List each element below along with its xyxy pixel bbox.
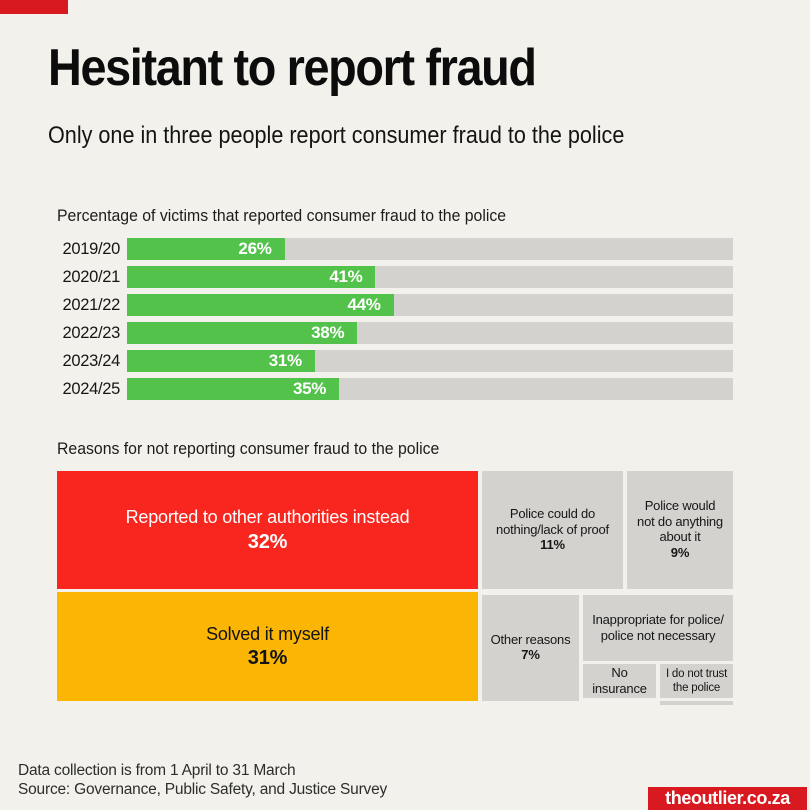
cell-label: Other reasons [490, 631, 571, 647]
bar-row-2022-23: 2022/23 38% [57, 322, 733, 344]
bar-fill: 41% [127, 266, 376, 288]
cell-label: Solved it myself [206, 623, 329, 644]
brand-corner-bar [0, 0, 68, 14]
bar-row-2020-21: 2020/21 41% [57, 266, 733, 288]
brand-badge: theoutlier.co.za [648, 787, 807, 810]
treemap: Reported to other authorities instead 32… [57, 471, 733, 705]
footer-note-collection: Data collection is from 1 April to 31 Ma… [18, 762, 296, 779]
cell-value: 32% [247, 530, 288, 553]
cell-label: Police would not do anything about it [637, 497, 723, 545]
treemap-cell-no-insurance: No insurance [583, 664, 656, 698]
treemap-cell-do-not-trust-police: I do not trust the police [660, 664, 733, 698]
footer-notes: Data collection is from 1 April to 31 Ma… [18, 761, 387, 799]
cell-value: 7% [521, 647, 540, 663]
bar-year-label: 2019/20 [62, 240, 120, 258]
bar-year-label: 2020/21 [62, 268, 120, 286]
bar-value-label: 35% [292, 379, 327, 398]
cell-value: 11% [540, 537, 565, 553]
bar-value-label: 31% [268, 351, 302, 370]
bar-track: 26% [127, 238, 733, 260]
cell-value: 31% [247, 647, 288, 670]
bar-value-label: 44% [347, 295, 381, 314]
bar-value-label: 26% [238, 239, 272, 258]
treemap-title: Reasons for not reporting consumer fraud… [57, 439, 440, 458]
bar-fill: 35% [127, 378, 340, 400]
bar-fill: 26% [127, 238, 285, 260]
treemap-cell-other-reasons: Other reasons 7% [482, 595, 579, 701]
treemap-cell-police-could-do-nothing: Police could do nothing/lack of proof 11… [482, 471, 623, 589]
bar-year-label: 2023/24 [62, 352, 120, 370]
bar-row-2021-22: 2021/22 44% [57, 294, 733, 316]
bar-track: 38% [127, 322, 733, 344]
bar-track: 41% [127, 266, 733, 288]
cell-label: No insurance [592, 665, 647, 696]
cell-label: I do not trust the police [665, 667, 728, 694]
page-subtitle: Only one in three people report consumer… [48, 122, 625, 149]
bar-row-2024-25: 2024/25 35% [57, 378, 733, 400]
bar-row-2023-24: 2023/24 31% [57, 350, 733, 372]
footer-note-source: Source: Governance, Public Safety, and J… [18, 781, 388, 798]
bar-track: 35% [127, 378, 733, 400]
treemap-cell-inappropriate-for-police: Inappropriate for police/ police not nec… [583, 595, 733, 661]
bar-track: 31% [127, 350, 733, 372]
treemap-cell-reported-to-other-authorities: Reported to other authorities instead 32… [57, 471, 478, 589]
bar-year-label: 2024/25 [62, 380, 120, 398]
bar-chart: 2019/20 26% 2020/21 41% 2021/22 44% [57, 238, 733, 406]
page-title: Hesitant to report fraud [48, 39, 537, 97]
bar-year-label: 2022/23 [62, 324, 120, 342]
treemap-cell-solved-it-myself: Solved it myself 31% [57, 592, 478, 701]
cell-label: Inappropriate for police/ police not nec… [592, 612, 724, 643]
cell-label: Police could do nothing/lack of proof [496, 505, 609, 537]
treemap-cell-police-would-not-do-anything: Police would not do anything about it 9% [627, 471, 733, 589]
bar-track: 44% [127, 294, 733, 316]
treemap-cell-unlabeled-small [660, 701, 733, 705]
bar-chart-title: Percentage of victims that reported cons… [57, 206, 507, 225]
bar-fill: 38% [127, 322, 358, 344]
bar-fill: 31% [127, 350, 315, 372]
cell-label: Reported to other authorities instead [125, 507, 410, 528]
bar-fill: 44% [127, 294, 394, 316]
bar-value-label: 41% [329, 267, 363, 286]
cell-value: 9% [670, 545, 690, 561]
bar-value-label: 38% [311, 323, 345, 342]
bar-row-2019-20: 2019/20 26% [57, 238, 733, 260]
bar-year-label: 2021/22 [62, 296, 120, 314]
